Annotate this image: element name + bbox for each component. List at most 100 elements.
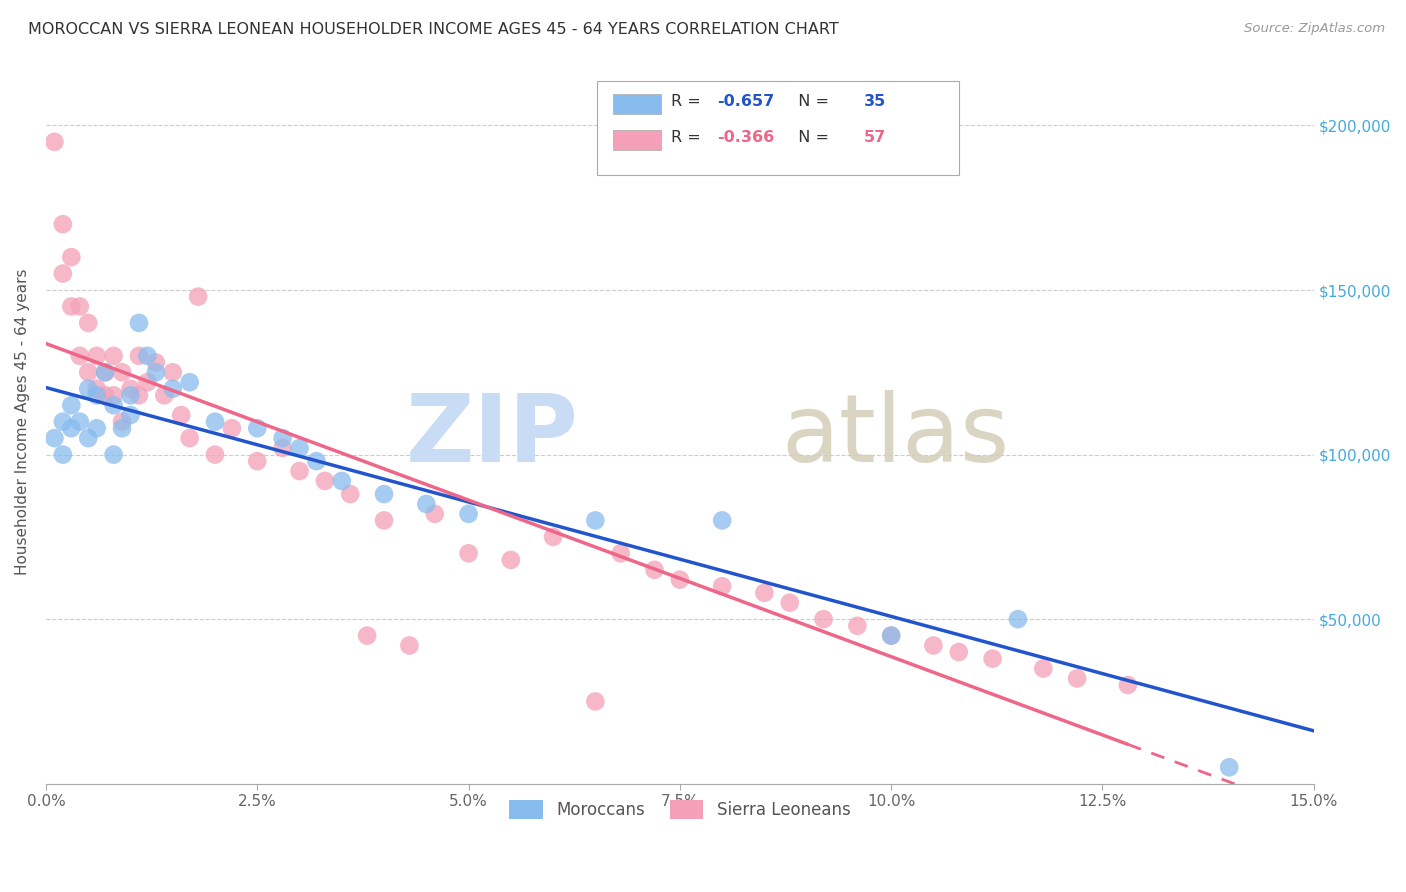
- Point: [60, 421, 83, 435]
- Point: [179, 431, 201, 445]
- Y-axis label: Householder Income Ages 45 - 64 years: Householder Income Ages 45 - 64 years: [15, 268, 30, 575]
- Text: ZIP: ZIP: [405, 390, 578, 483]
- Point: [170, 408, 193, 422]
- Point: [128, 316, 150, 330]
- Text: -0.366: -0.366: [717, 130, 773, 145]
- Point: [136, 375, 159, 389]
- Point: [136, 349, 159, 363]
- Point: [221, 421, 243, 435]
- Point: [644, 563, 666, 577]
- Text: MOROCCAN VS SIERRA LEONEAN HOUSEHOLDER INCOME AGES 45 - 64 YEARS CORRELATION CHA: MOROCCAN VS SIERRA LEONEAN HOUSEHOLDER I…: [28, 22, 839, 37]
- Point: [288, 441, 311, 455]
- Point: [44, 431, 66, 445]
- Point: [373, 487, 395, 501]
- Text: N =: N =: [787, 94, 834, 109]
- Point: [314, 474, 336, 488]
- Point: [204, 415, 226, 429]
- Point: [669, 573, 692, 587]
- Point: [94, 365, 117, 379]
- Point: [77, 431, 100, 445]
- Point: [187, 289, 209, 303]
- Point: [153, 388, 176, 402]
- Point: [1066, 672, 1088, 686]
- Point: [415, 497, 437, 511]
- Point: [60, 250, 83, 264]
- Text: R =: R =: [671, 94, 706, 109]
- Point: [330, 474, 353, 488]
- Point: [86, 388, 108, 402]
- Point: [1116, 678, 1139, 692]
- Point: [1032, 661, 1054, 675]
- Point: [305, 454, 328, 468]
- Point: [86, 421, 108, 435]
- Point: [813, 612, 835, 626]
- Point: [457, 546, 479, 560]
- Point: [86, 349, 108, 363]
- Point: [111, 415, 134, 429]
- Point: [128, 349, 150, 363]
- Point: [499, 553, 522, 567]
- Point: [981, 651, 1004, 665]
- Point: [103, 349, 125, 363]
- Point: [922, 639, 945, 653]
- Point: [339, 487, 361, 501]
- Legend: Moroccans, Sierra Leoneans: Moroccans, Sierra Leoneans: [503, 794, 856, 826]
- Point: [69, 349, 91, 363]
- Point: [457, 507, 479, 521]
- Point: [77, 316, 100, 330]
- Point: [94, 388, 117, 402]
- Point: [1218, 760, 1240, 774]
- Point: [94, 365, 117, 379]
- Point: [1007, 612, 1029, 626]
- Point: [246, 454, 269, 468]
- Point: [398, 639, 420, 653]
- Point: [111, 365, 134, 379]
- Point: [128, 388, 150, 402]
- Text: atlas: atlas: [782, 390, 1010, 483]
- Point: [246, 421, 269, 435]
- Point: [162, 365, 184, 379]
- Text: Source: ZipAtlas.com: Source: ZipAtlas.com: [1244, 22, 1385, 36]
- Point: [288, 464, 311, 478]
- Text: N =: N =: [787, 130, 834, 145]
- Point: [69, 300, 91, 314]
- Point: [86, 382, 108, 396]
- Point: [52, 415, 75, 429]
- Point: [69, 415, 91, 429]
- Bar: [613, 94, 661, 114]
- Point: [880, 629, 903, 643]
- Point: [423, 507, 446, 521]
- Point: [373, 513, 395, 527]
- Point: [111, 421, 134, 435]
- Text: R =: R =: [671, 130, 706, 145]
- Point: [271, 441, 294, 455]
- Point: [779, 596, 801, 610]
- Point: [60, 398, 83, 412]
- Point: [120, 408, 142, 422]
- Point: [541, 530, 564, 544]
- Point: [711, 579, 734, 593]
- Point: [52, 217, 75, 231]
- Bar: [613, 130, 661, 150]
- Point: [103, 398, 125, 412]
- Point: [711, 513, 734, 527]
- Point: [60, 300, 83, 314]
- Point: [77, 382, 100, 396]
- Text: 35: 35: [863, 94, 886, 109]
- Point: [120, 388, 142, 402]
- Point: [120, 382, 142, 396]
- Point: [271, 431, 294, 445]
- Point: [754, 586, 776, 600]
- Point: [77, 365, 100, 379]
- Text: 57: 57: [863, 130, 886, 145]
- Point: [145, 355, 167, 369]
- Point: [103, 388, 125, 402]
- Point: [609, 546, 631, 560]
- Point: [583, 513, 606, 527]
- Point: [179, 375, 201, 389]
- Point: [44, 135, 66, 149]
- Point: [356, 629, 378, 643]
- Bar: [598, 81, 959, 176]
- Point: [103, 448, 125, 462]
- Point: [52, 448, 75, 462]
